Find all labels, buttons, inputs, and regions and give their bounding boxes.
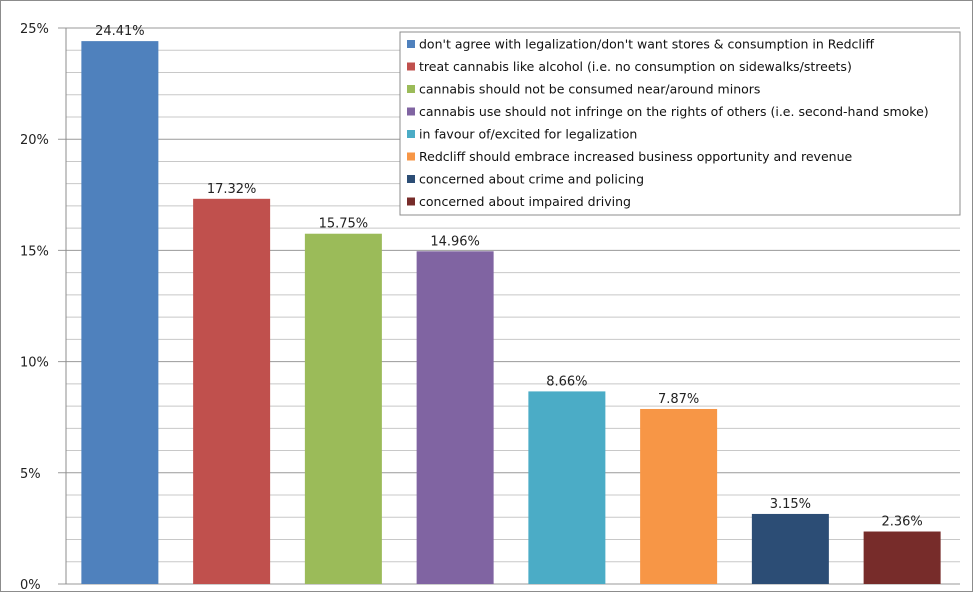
legend-swatch — [407, 85, 415, 93]
legend-swatch — [407, 62, 415, 71]
data-label: 8.66% — [546, 374, 587, 389]
legend-swatch — [407, 107, 415, 116]
legend-entry: concerned about crime and policing — [419, 172, 644, 187]
legend-swatch — [407, 40, 415, 48]
y-tick-label: 5% — [20, 467, 41, 482]
legend-entry: treat cannabis like alcohol (i.e. no con… — [419, 59, 852, 74]
data-label: 3.15% — [770, 497, 811, 512]
y-tick-label: 15% — [20, 244, 49, 259]
bar — [304, 233, 382, 584]
data-label: 17.32% — [207, 182, 257, 197]
data-label: 2.36% — [881, 515, 922, 530]
legend-entry: don't agree with legalization/don't want… — [419, 37, 874, 52]
legend-swatch — [407, 152, 415, 161]
y-axis: 0% 5% 10% 15% 20% 25% — [20, 22, 67, 592]
bar — [193, 198, 271, 584]
bar — [81, 41, 159, 585]
bar — [528, 391, 606, 584]
data-labels: 24.41% 17.32% 15.75% 14.96% 8.66% 7.87% 3.15% 2… — [95, 24, 923, 529]
data-label: 7.87% — [658, 392, 699, 407]
legend-entry: cannabis use should not infringe on the … — [419, 104, 929, 119]
legend: don't agree with legalization/don't want… — [399, 31, 961, 216]
data-label: 24.41% — [95, 24, 145, 39]
legend-swatch — [407, 130, 415, 138]
y-tick-label: 20% — [20, 133, 49, 148]
legend-entry: in favour of/excited for legalization — [419, 127, 637, 142]
legend-entry: cannabis should not be consumed near/aro… — [419, 82, 760, 97]
y-tick-label: 0% — [20, 578, 41, 592]
bars — [81, 41, 941, 585]
legend-swatch — [407, 175, 415, 183]
y-tick-label: 10% — [20, 356, 49, 371]
data-label: 15.75% — [319, 217, 369, 232]
legend-box — [399, 31, 961, 216]
bar — [640, 408, 718, 584]
bar — [751, 513, 829, 584]
legend-swatch — [407, 197, 415, 206]
legend-entry: concerned about impaired driving — [419, 194, 631, 209]
legend-entry: Redcliff should embrace increased busine… — [419, 149, 852, 164]
data-label: 14.96% — [430, 234, 480, 249]
bar — [863, 531, 941, 584]
y-tick-label: 25% — [20, 22, 49, 37]
bar — [416, 251, 494, 584]
